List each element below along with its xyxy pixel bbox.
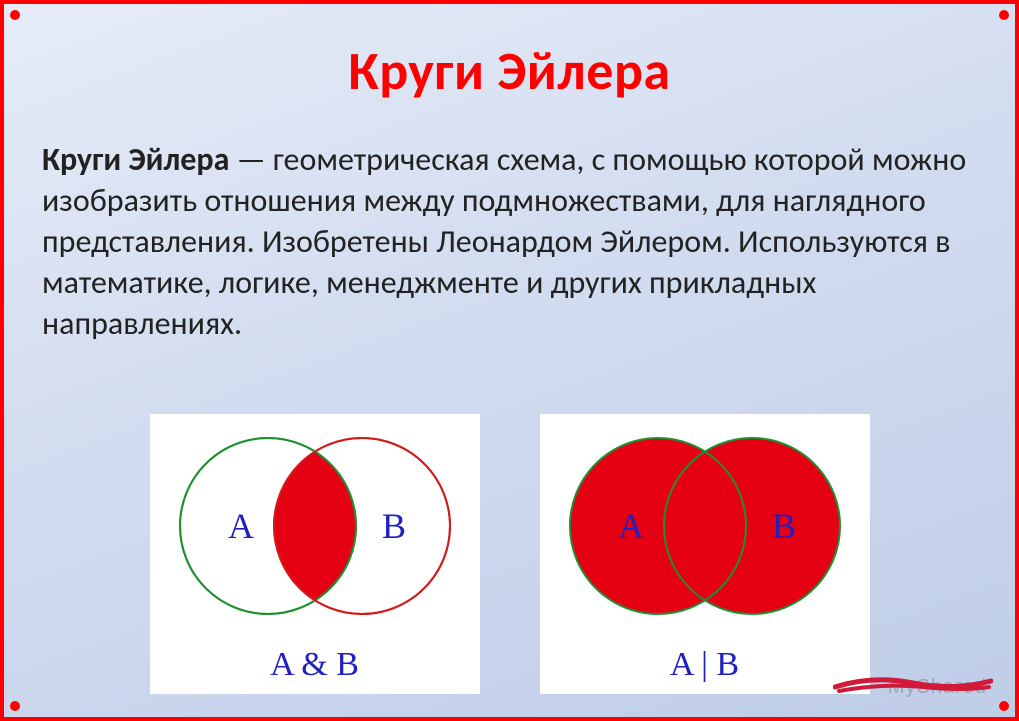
venn-right-label-b: B: [772, 506, 796, 546]
page-title: Круги Эйлера: [4, 38, 1015, 104]
term-bold: Круги Эйлера: [42, 140, 229, 179]
diagram-row: A B A & B A B A | B: [4, 414, 1015, 694]
watermark-strike-icon: [833, 673, 993, 693]
venn-union-svg: A B: [540, 414, 870, 654]
corner-dot-tl: [10, 10, 20, 20]
corner-dot-tr: [999, 10, 1009, 20]
venn-right-label-a: A: [618, 506, 644, 546]
corner-dot-br: [999, 701, 1009, 711]
venn-left-label-b: B: [382, 506, 406, 546]
venn-left-caption: A & B: [150, 646, 480, 684]
body-paragraph: Круги Эйлера — геометрическая схема, с п…: [42, 140, 977, 345]
venn-union-box: A B A | B: [540, 414, 870, 694]
venn-intersection-svg: A B: [150, 414, 480, 654]
corner-dot-bl: [10, 701, 20, 711]
venn-intersection-box: A B A & B: [150, 414, 480, 694]
venn-right-caption: A | B: [540, 646, 870, 684]
venn-left-label-a: A: [228, 506, 254, 546]
slide: Круги Эйлера Круги Эйлера — геометрическ…: [0, 0, 1019, 721]
